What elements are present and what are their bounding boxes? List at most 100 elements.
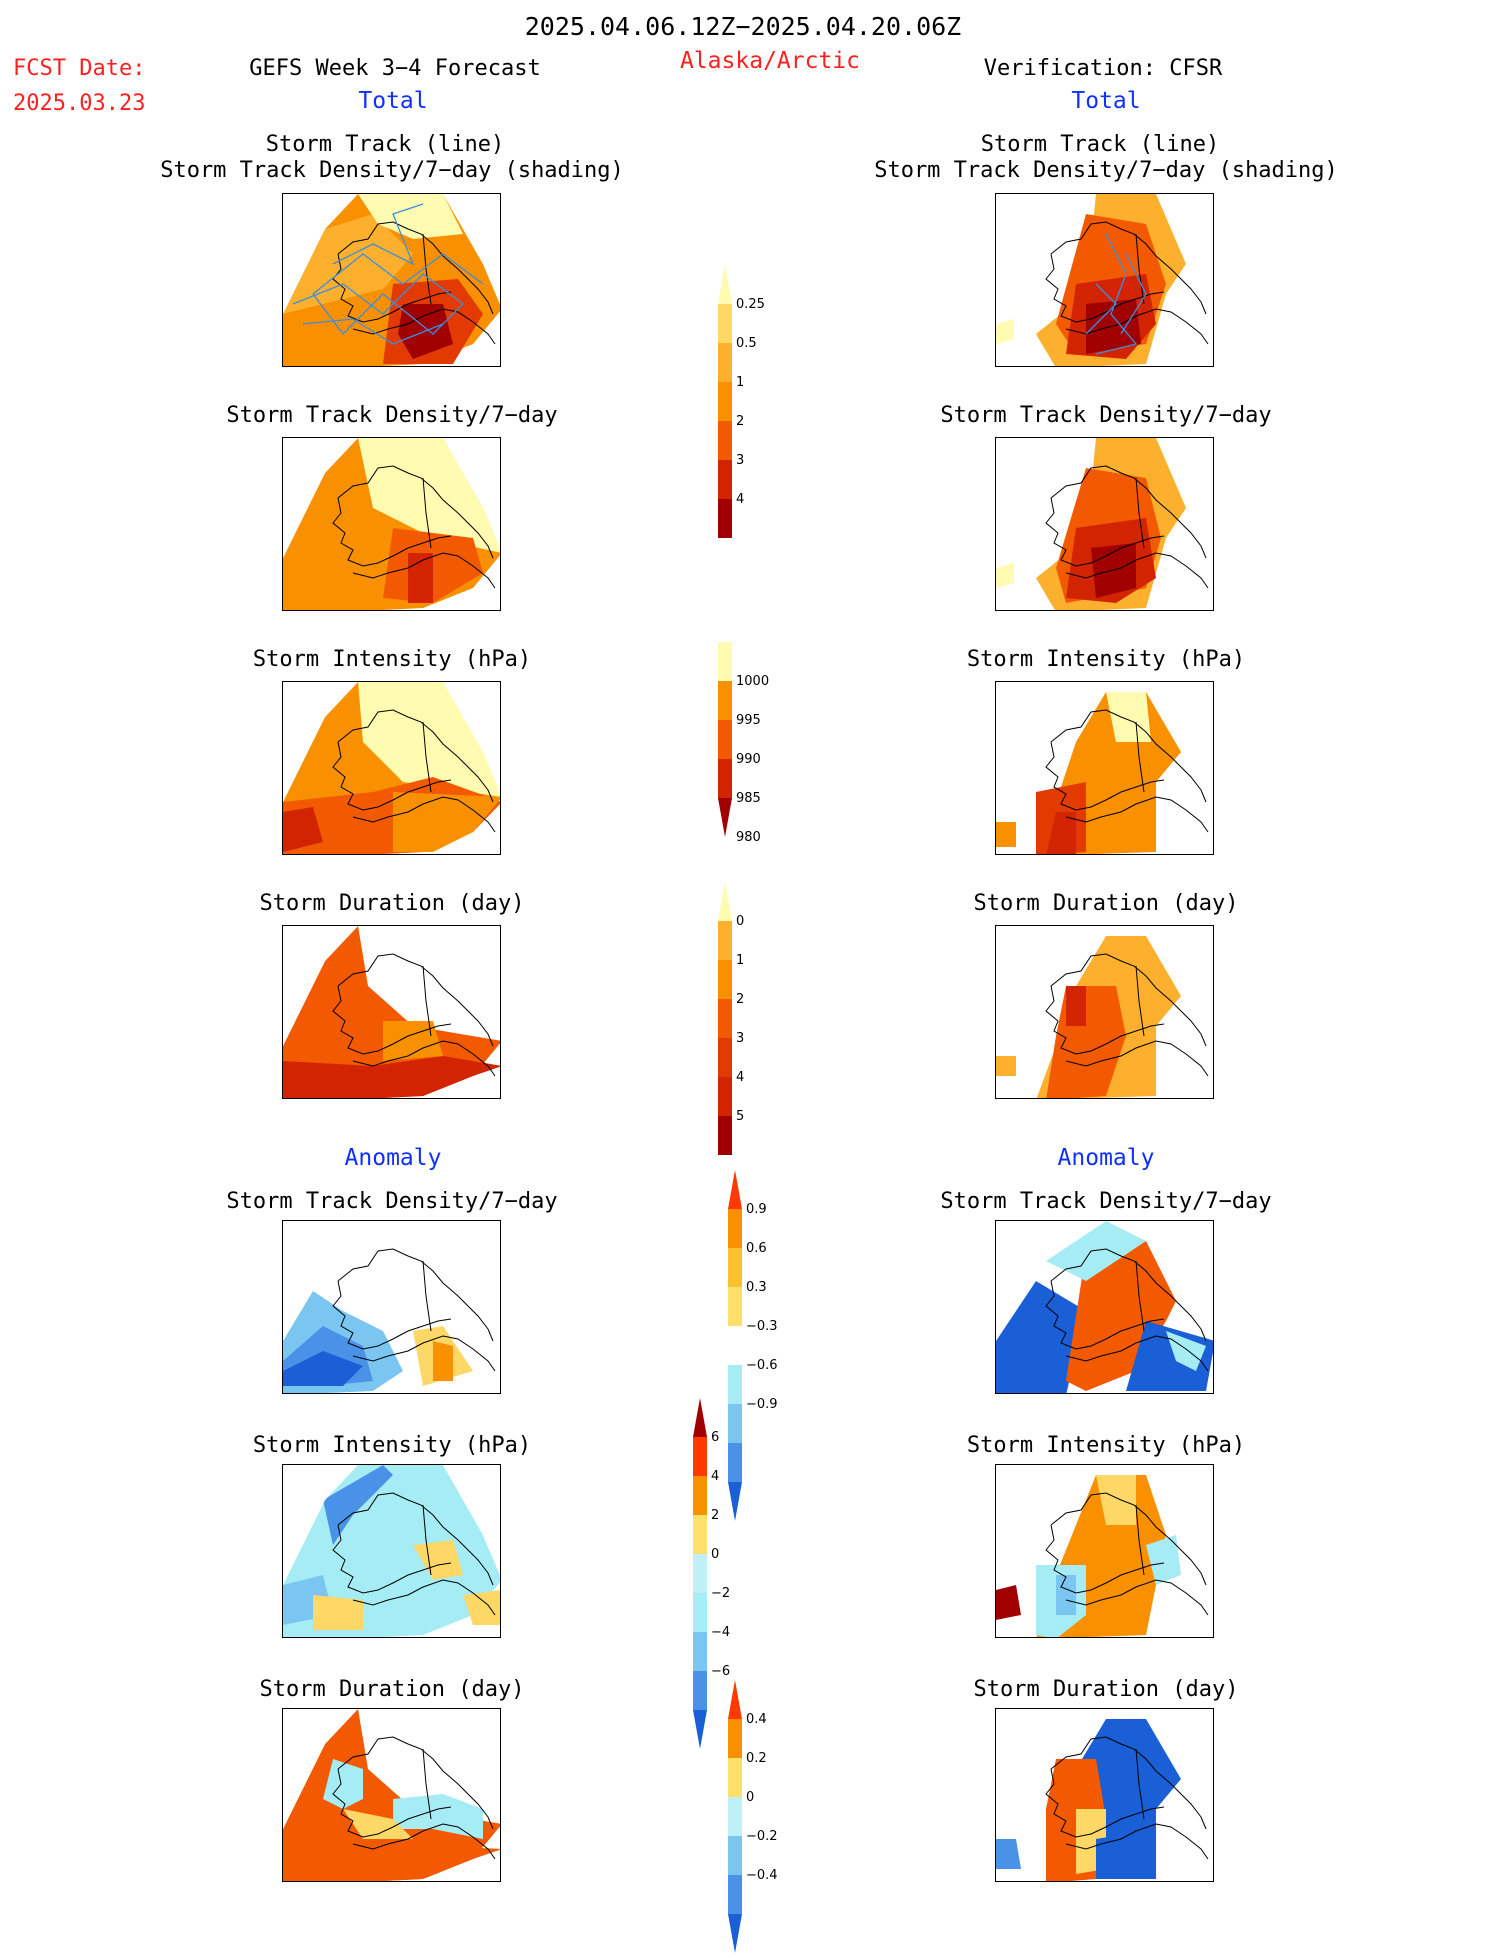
- colorbar-tick-label: 0: [746, 1790, 755, 1805]
- density_anom-swatch: [728, 1209, 742, 1248]
- map-right-density: [995, 437, 1214, 611]
- shaded-region: [283, 1351, 363, 1386]
- colorbar-tick-label: 4: [736, 492, 745, 507]
- colorbar-tick-label: 985: [736, 791, 761, 806]
- shaded-region: [1091, 543, 1136, 598]
- right-track-line-title: Storm Track (line): [980, 132, 1220, 157]
- verification-title: Verification: CFSR: [983, 56, 1223, 81]
- duration-swatch: [718, 1116, 732, 1155]
- map-right-track: [995, 193, 1214, 367]
- duration-swatch: [718, 1077, 732, 1116]
- shaded-region: [1066, 1241, 1176, 1391]
- map-left-density-anom: [282, 1220, 501, 1394]
- coastline: [1045, 465, 1209, 589]
- colorbar-density: 0.25 0.5 1 2 3 4: [718, 263, 788, 544]
- left-intensity-anom-title: Storm Intensity (hPa): [252, 1433, 532, 1458]
- density-swatch: [718, 421, 732, 460]
- density-swatch: [718, 460, 732, 499]
- duration_anom-colorbar-svg: [728, 1680, 742, 1953]
- domain-mask: [283, 926, 500, 1046]
- map-left-intensity-anom-field: [283, 1465, 500, 1637]
- shaded-region: [1096, 1475, 1136, 1525]
- fcst-date-label: FCST Date:: [13, 56, 146, 81]
- map-right-duration-field: [996, 926, 1213, 1098]
- domain-mask: [283, 682, 500, 802]
- coastline: [1045, 709, 1209, 833]
- colorbar-tick-label: 990: [736, 752, 761, 767]
- colorbar-tick-label: −0.2: [746, 1829, 778, 1844]
- colorbar-duration-anomaly: 0.4 0.2 0 −0.2 −0.4: [728, 1678, 798, 1959]
- map-right-duration-anom: [995, 1708, 1214, 1882]
- intensity_anom-swatch: [693, 1515, 707, 1554]
- domain-mask: [996, 926, 1213, 1046]
- map-left-track: [282, 193, 501, 367]
- duration_anom-swatch: [728, 1914, 742, 1953]
- anomaly-right-label: Anomaly: [1057, 1145, 1155, 1171]
- duration-swatch: [718, 1038, 732, 1077]
- right-intensity-anom-title: Storm Intensity (hPa): [966, 1433, 1246, 1458]
- colorbar-tick-label: 2: [736, 414, 745, 429]
- density_anom-swatch: [728, 1443, 742, 1482]
- coastline: [1045, 1248, 1209, 1372]
- colorbar-intensity: 1000 995 990 985 980: [718, 640, 788, 845]
- map-left-intensity-anom: [282, 1464, 501, 1638]
- density_anom-swatch: [728, 1404, 742, 1443]
- right-density-anom-title: Storm Track Density/7−day: [940, 1189, 1272, 1214]
- colorbar-tick-label: 0.4: [746, 1712, 767, 1727]
- colorbar-tick-label: −0.6: [746, 1358, 778, 1373]
- anomaly-left-label: Anomaly: [344, 1145, 442, 1171]
- shaded-region: [383, 1021, 443, 1061]
- map-right-intensity-anom: [995, 1464, 1214, 1638]
- colorbar-duration: 0 1 2 3 4 5: [718, 880, 788, 1161]
- colorbar-tick-label: 1: [736, 375, 745, 390]
- coastline: [1045, 953, 1209, 1077]
- map-right-duration-anom-field: [996, 1709, 1213, 1881]
- region-title: Alaska/Arctic: [679, 48, 861, 74]
- colorbar-tick-label: 4: [736, 1070, 745, 1085]
- map-right-intensity-field: [996, 682, 1213, 854]
- left-intensity-title: Storm Intensity (hPa): [252, 647, 532, 672]
- density-swatch: [718, 382, 732, 421]
- map-right-density-anom: [995, 1220, 1214, 1394]
- intensity-swatch: [718, 720, 732, 759]
- coastline: [332, 221, 496, 345]
- coastline: [332, 1736, 496, 1860]
- map-left-intensity-field: [283, 682, 500, 854]
- colorbar-tick-label: −0.3: [746, 1319, 778, 1334]
- shaded-region: [1146, 1535, 1181, 1585]
- map-left-duration-field: [283, 926, 500, 1098]
- shaded-region: [996, 1281, 1086, 1393]
- colorbar-tick-label: 3: [736, 1031, 745, 1046]
- right-duration-title: Storm Duration (day): [973, 891, 1239, 916]
- density_anom-swatch: [728, 1365, 742, 1404]
- coastline: [332, 1248, 496, 1372]
- domain-mask: [283, 1465, 500, 1585]
- storm-track-lines: [292, 203, 484, 345]
- shaded-region: [996, 563, 1014, 588]
- intensity_anom-swatch: [693, 1710, 707, 1749]
- map-left-track-field: [283, 194, 500, 366]
- left-density-anom-title: Storm Track Density/7−day: [226, 1189, 558, 1214]
- colorbar-tick-label: 0: [711, 1547, 720, 1562]
- duration_anom-swatch: [728, 1875, 742, 1914]
- density-swatch: [718, 265, 732, 304]
- map-left-density-field: [283, 438, 500, 610]
- colorbar-tick-label: 3: [736, 453, 745, 468]
- shaded-region: [313, 1595, 363, 1630]
- coastline: [1045, 1492, 1209, 1616]
- intensity_anom-swatch: [693, 1437, 707, 1476]
- colorbar-tick-label: 5: [736, 1109, 745, 1124]
- colorbar-tick-label: 6: [711, 1430, 720, 1445]
- domain-mask: [283, 438, 500, 558]
- duration-swatch: [718, 882, 732, 921]
- duration_anom-swatch: [728, 1797, 742, 1836]
- density_anom-swatch: [728, 1248, 742, 1287]
- shaded-region: [996, 822, 1016, 847]
- map-left-duration: [282, 925, 501, 1099]
- forecast-title: GEFS Week 3−4 Forecast: [249, 56, 541, 81]
- coastline: [332, 709, 496, 833]
- intensity_anom-swatch: [693, 1398, 707, 1437]
- intensity_anom-swatch: [693, 1632, 707, 1671]
- date-range-title: 2025.04.06.12Z−2025.04.20.06Z: [524, 12, 962, 41]
- colorbar-tick-label: 2: [736, 992, 745, 1007]
